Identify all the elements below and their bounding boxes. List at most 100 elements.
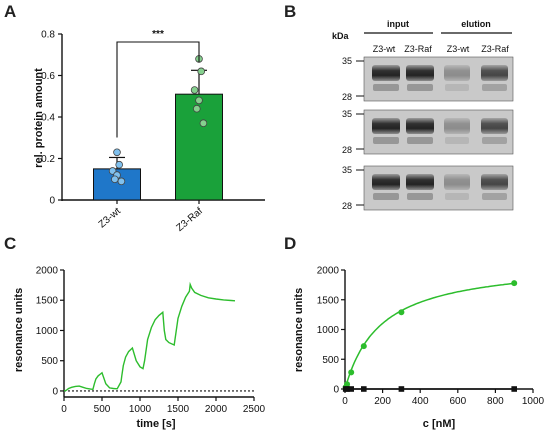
panel-d-data-point (360, 343, 367, 350)
panel-a-significance-bracket (116, 41, 200, 138)
blot-band (481, 118, 508, 134)
panel-c-y-tick-label: 500 (41, 356, 58, 367)
panel-d-ylabel: resonance units (293, 288, 305, 372)
panel-d-data-point (511, 280, 518, 287)
panel-a-ylabel: rel. protein amount (33, 68, 45, 168)
panel-b-western-blot: kDa input elution Z3-wt Z3-Raf Z3-wt Z3-… (332, 19, 514, 211)
blot-band-faint (482, 84, 507, 91)
kda-label: kDa (332, 31, 350, 41)
panel-a-data-point (117, 177, 126, 186)
panel-d-x-tick-label: 800 (487, 396, 504, 407)
blot-band (372, 65, 400, 81)
blot-band-faint (373, 84, 399, 91)
panel-letter-a: A (4, 2, 16, 21)
blot-band (444, 65, 470, 81)
panel-c-y-tick-label: 1500 (36, 296, 59, 307)
panel-a-data-point (113, 148, 121, 157)
panel-c-x-tick-label: 1500 (167, 404, 190, 415)
lane-label: Z3-wt (373, 44, 396, 54)
panel-a-y-tick-label: 0.6 (41, 71, 55, 82)
blot-band (406, 118, 434, 134)
blot-strips: 35 28 35 28 35 28 (342, 56, 514, 211)
panel-d-y-tick-label: 1000 (317, 325, 340, 336)
blot-band (372, 118, 400, 134)
panel-c-y-tick-label: 1000 (36, 326, 59, 337)
blot-band (406, 174, 434, 190)
blot-band (481, 174, 508, 190)
panel-d-data-point (344, 386, 350, 392)
lane-label: Z3-wt (447, 44, 470, 54)
panel-d-x-tick-label: 200 (374, 396, 391, 407)
blot-marker-label: 28 (342, 92, 352, 102)
panel-a-data-point (197, 67, 206, 76)
blot-band-faint (445, 193, 469, 200)
panel-a-bars (93, 41, 223, 204)
panel-c-x-tick-label: 2500 (243, 404, 266, 415)
blot-band (406, 65, 434, 81)
panel-a-data-point (193, 104, 201, 113)
panel-a-y-ticks: 0 0.2 0.4 0.6 0.8 (41, 30, 265, 207)
panel-d-x-tick-label: 400 (412, 396, 429, 407)
panel-a-significance: *** (152, 29, 164, 40)
panel-a-x-tick-label: Z3-wt (97, 206, 123, 231)
panel-letter-d: D (284, 234, 296, 253)
panel-a-data-point (115, 160, 123, 169)
panel-a-data-point (190, 86, 199, 94)
panel-a-x-tick-label: Z3-Raf (174, 206, 205, 234)
blot-band-faint (407, 193, 433, 200)
panel-d-x-tick-label: 1000 (522, 396, 545, 407)
blot-band (372, 174, 400, 190)
panel-letter-c: C (4, 234, 16, 253)
panel-d-data-point (398, 386, 405, 392)
blot-band (444, 118, 470, 134)
panel-d-x-tick-label: 600 (449, 396, 466, 407)
panel-d-y-tick-label: 2000 (317, 266, 340, 277)
blot-band-faint (482, 193, 507, 200)
blot-band-faint (445, 137, 469, 144)
panel-c-x-tick-label: 0 (61, 404, 67, 415)
panel-c-x-tick-label: 500 (94, 404, 111, 415)
panel-d-data-point (344, 381, 351, 388)
lane-label: Z3-Raf (481, 44, 509, 54)
panel-c-sensorgram: resonance units time [s] 0 500 1000 1500 200… (13, 266, 266, 431)
blot-band-faint (445, 84, 469, 91)
blot-band-faint (373, 137, 399, 144)
panel-d-data-point (348, 386, 355, 392)
panel-d-data-point (361, 386, 367, 392)
blot-marker-label: 35 (342, 109, 352, 119)
blot-band-faint (407, 84, 433, 91)
panel-c-y-tick-label: 2000 (36, 266, 59, 277)
panel-d-fit-curve (344, 282, 515, 390)
panel-a-y-tick-label: 0.8 (41, 30, 55, 41)
panel-d-y-tick-label: 500 (322, 355, 339, 366)
group-label-elution: elution (461, 19, 491, 29)
panel-d-data-point (348, 369, 355, 376)
panel-c-ylabel: resonance units (13, 288, 25, 372)
blot-band-faint (482, 137, 507, 144)
panel-d-series (342, 280, 518, 392)
lane-label: Z3-Raf (404, 44, 432, 54)
panel-c-x-tick-label: 2000 (205, 404, 228, 415)
panel-d-axes: 0 500 1000 1500 2000 0 200 400 600 800 1000 (317, 266, 545, 408)
panel-d-binding-curve: resonance units c [nM] 05001000150020000… (293, 266, 545, 431)
panel-d-x-tick-label: 0 (342, 396, 348, 407)
panel-letter-b: B (284, 2, 296, 21)
blot-band-faint (373, 193, 399, 200)
panel-c-x-tick-label: 1000 (129, 404, 152, 415)
panel-a-y-tick-label: 0 (49, 196, 55, 207)
panel-c-axes: 0 500 1000 1500 2000 0 500 1000 1500 2000 2500 (36, 266, 266, 416)
panel-a-data-point (199, 119, 208, 128)
blot-band (444, 174, 470, 190)
panel-d-y-tick-label: 1500 (317, 295, 340, 306)
blot-band (481, 65, 508, 81)
group-label-input: input (387, 19, 409, 29)
panel-a-bar-chart: rel. protein amount 00.20.40.60.8 Z3-wt Z… (33, 29, 265, 234)
panel-d-data-point (511, 386, 517, 392)
panel-a-data-point (195, 96, 203, 105)
panel-c-y-tick-label: 0 (52, 386, 58, 397)
panel-d-data-point (398, 309, 405, 316)
panel-a-y-tick-label: 0.2 (41, 154, 55, 165)
panel-d-xlabel: c [nM] (423, 418, 456, 430)
panel-c-response-curve (63, 281, 236, 392)
